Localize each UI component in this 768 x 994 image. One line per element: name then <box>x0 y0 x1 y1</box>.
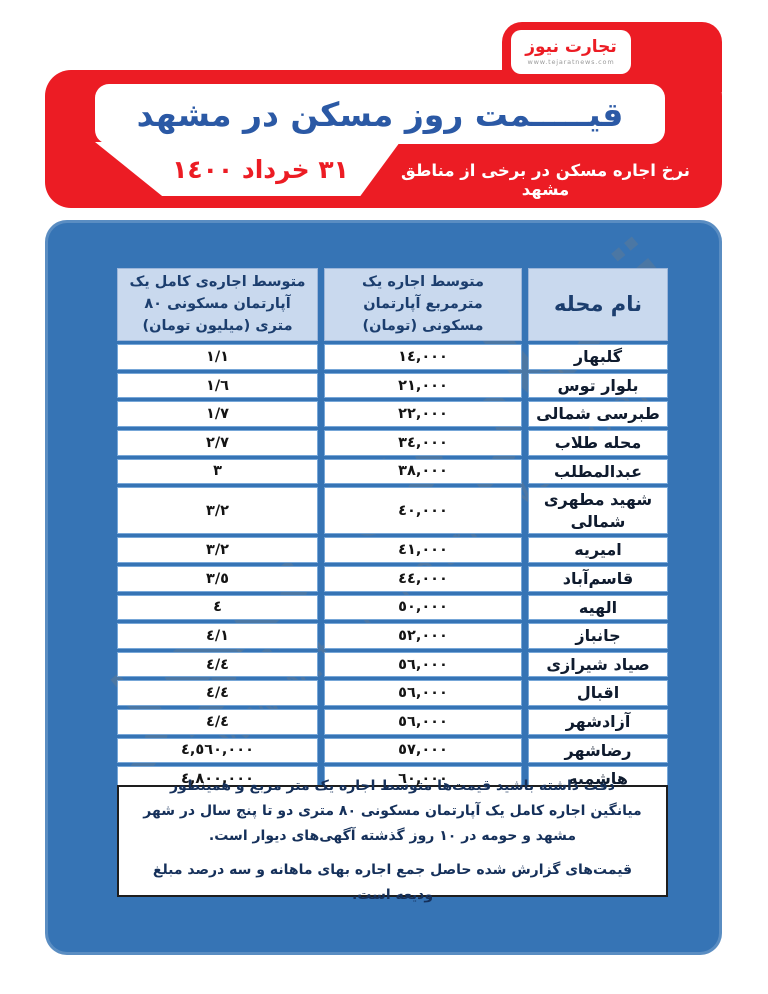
rent-per-meter-cell: ٥٦,٠٠٠ <box>324 708 522 735</box>
rent-per-meter-cell: ٣٨,٠٠٠ <box>324 458 522 485</box>
column-header-full-rent: متوسط اجاره‌ی کامل یک آپارتمان مسکونی ٨٠… <box>117 268 318 342</box>
full-rent-cell: ٤/٤ <box>117 708 318 735</box>
rent-per-meter-cell: ٥٦,٠٠٠ <box>324 680 522 706</box>
full-rent-cell: ٣/٢ <box>117 487 318 535</box>
neighborhood-name-cell: صیاد شیرازی <box>528 651 668 678</box>
neighborhood-name-cell: اقبال <box>528 680 668 706</box>
neighborhood-name-cell: محله طلاب <box>528 430 668 456</box>
logo-title: تجارت نیوز <box>525 37 617 58</box>
price-table: نام محله متوسط اجاره یک مترمربع آپارتمان… <box>117 268 668 792</box>
full-rent-cell: ٢/٧ <box>117 430 318 456</box>
full-rent-cell: ١/٦ <box>117 372 318 399</box>
column-header-per-meter: متوسط اجاره یک مترمربع آپارتمان مسکونی (… <box>324 268 522 342</box>
rent-per-meter-cell: ٥٠,٠٠٠ <box>324 594 522 621</box>
rent-per-meter-cell: ٤١,٠٠٠ <box>324 537 522 563</box>
full-rent-cell: ٤ <box>117 594 318 621</box>
tejarat-news-logo: تجارت نیوز www.tejaratnews.com <box>511 30 631 74</box>
footer-note-2: قیمت‌های گزارش شده حاصل جمع اجاره بهای م… <box>152 861 633 903</box>
rent-per-meter-cell: ٥٦,٠٠٠ <box>324 651 522 678</box>
full-rent-cell: ٤/١ <box>117 623 318 649</box>
data-panel: تجارت نیوز www.tejaratnews.com نام محله … <box>45 220 722 955</box>
rent-per-meter-cell: ٤٤,٠٠٠ <box>324 566 522 592</box>
footer-note-1: دقت داشته باشید قیمت‌ها متوسط اجاره یک م… <box>143 778 642 845</box>
logo-url: www.tejaratnews.com <box>527 57 615 66</box>
neighborhood-name-cell: رضاشهر <box>528 737 668 764</box>
full-rent-cell: ٣/٥ <box>117 566 318 592</box>
rent-per-meter-cell: ٤٠,٠٠٠ <box>324 487 522 535</box>
column-header-name: نام محله <box>528 268 668 342</box>
full-rent-cell: ٣ <box>117 458 318 485</box>
full-rent-cell: ١/٧ <box>117 401 318 428</box>
rent-per-meter-cell: ١٤,٠٠٠ <box>324 344 522 370</box>
full-rent-cell: ١/١ <box>117 344 318 370</box>
full-rent-cell: ٣/٢ <box>117 537 318 563</box>
neighborhood-name-cell: گلبهار <box>528 344 668 370</box>
rent-per-meter-cell: ٣٤,٠٠٠ <box>324 430 522 456</box>
page-title: قیـــــمت روز مسکن در مشهد <box>136 94 624 134</box>
rent-per-meter-cell: ٥٧,٠٠٠ <box>324 737 522 764</box>
neighborhood-name-cell: آزادشهر <box>528 708 668 735</box>
neighborhood-name-cell: طبرسی شمالی <box>528 401 668 428</box>
date-tab: ٣١ خرداد ١٤٠٠ <box>95 142 400 196</box>
neighborhood-name-cell: الهیه <box>528 594 668 621</box>
rent-per-meter-cell: ٥٢,٠٠٠ <box>324 623 522 649</box>
neighborhood-name-cell: شهید مطهری شمالی <box>528 487 668 535</box>
neighborhood-name-cell: قاسم‌آباد <box>528 566 668 592</box>
date-label: ٣١ خرداد ١٤٠٠ <box>172 154 349 184</box>
footer-note-box: دقت داشته باشید قیمت‌ها متوسط اجاره یک م… <box>117 778 668 903</box>
neighborhood-name-cell: بلوار توس <box>528 372 668 399</box>
neighborhood-name-cell: جانباز <box>528 623 668 649</box>
full-rent-cell: ٤,٥٦٠,٠٠٠ <box>117 737 318 764</box>
neighborhood-name-cell: عبدالمطلب <box>528 458 668 485</box>
rent-per-meter-cell: ٢١,٠٠٠ <box>324 372 522 399</box>
page-subtitle: نرخ اجاره مسکن در برخی از مناطق مشهد <box>401 161 690 199</box>
full-rent-cell: ٤/٤ <box>117 651 318 678</box>
full-rent-cell: ٤/٤ <box>117 680 318 706</box>
title-box: قیـــــمت روز مسکن در مشهد <box>95 84 665 144</box>
rent-per-meter-cell: ٢٢,٠٠٠ <box>324 401 522 428</box>
neighborhood-name-cell: امیریه <box>528 537 668 563</box>
